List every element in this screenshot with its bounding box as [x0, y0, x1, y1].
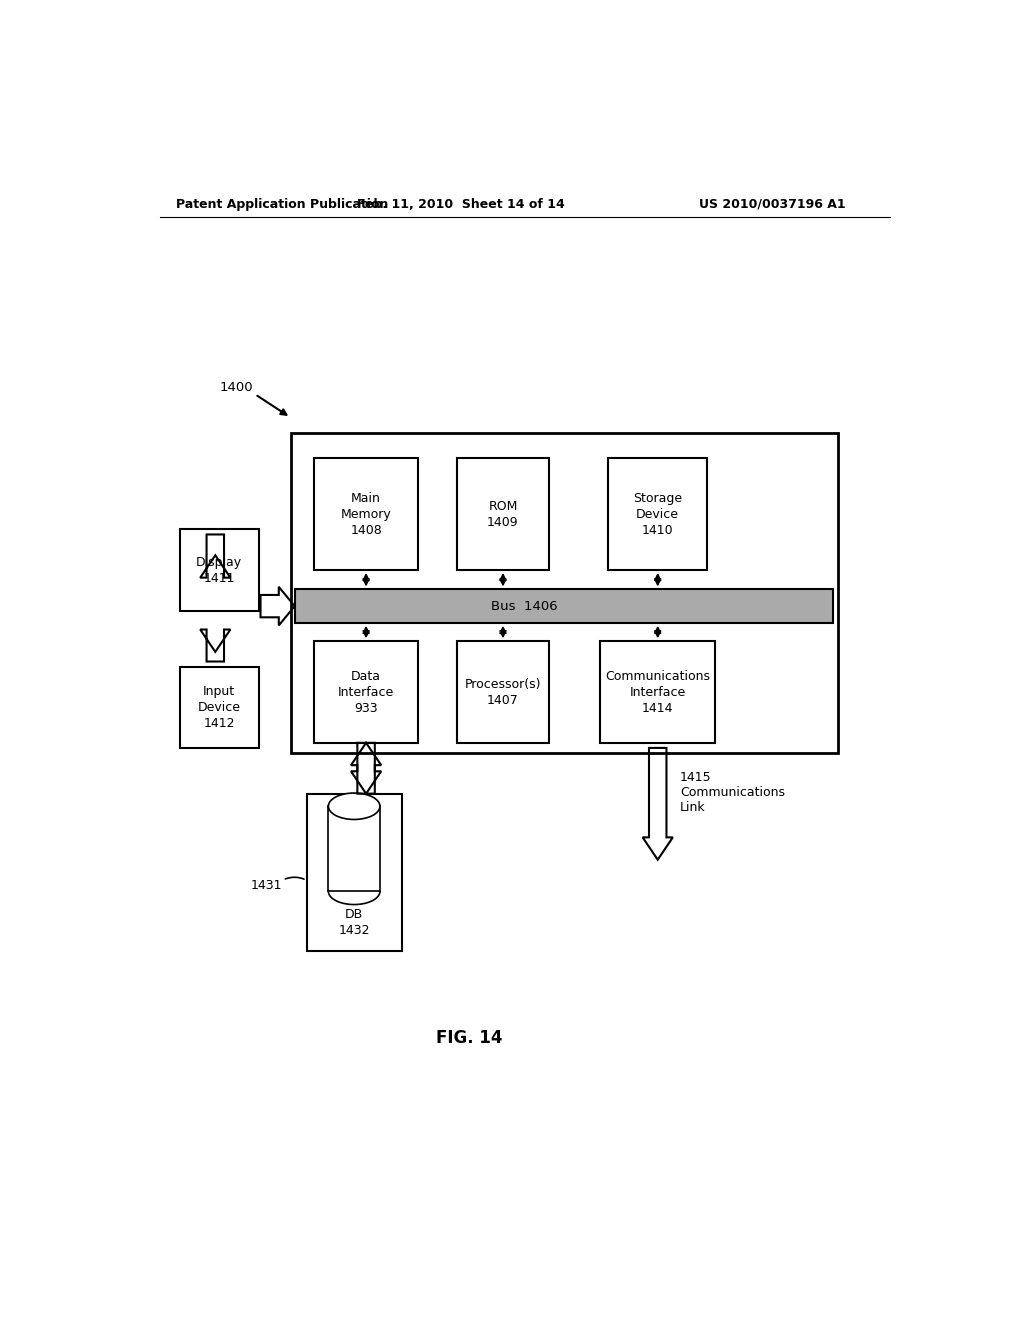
Text: 1415
Communications
Link: 1415 Communications Link — [680, 771, 785, 814]
Text: Main
Memory
1408: Main Memory 1408 — [341, 491, 391, 537]
Text: Feb. 11, 2010  Sheet 14 of 14: Feb. 11, 2010 Sheet 14 of 14 — [357, 198, 565, 211]
Bar — [329, 807, 380, 891]
Text: Storage
Device
1410: Storage Device 1410 — [633, 491, 682, 537]
Bar — [179, 529, 259, 611]
Text: FIG. 14: FIG. 14 — [436, 1028, 503, 1047]
Bar — [600, 642, 715, 743]
Text: Bus  1406: Bus 1406 — [492, 599, 558, 612]
Text: Input
Device
1412: Input Device 1412 — [198, 685, 241, 730]
Text: 1400: 1400 — [219, 380, 253, 393]
Text: Patent Application Publication: Patent Application Publication — [176, 198, 388, 211]
Bar — [458, 642, 549, 743]
Text: Communications
Interface
1414: Communications Interface 1414 — [605, 669, 711, 714]
Bar — [314, 642, 418, 743]
Bar — [306, 793, 401, 952]
Bar — [458, 458, 549, 570]
Bar — [608, 458, 708, 570]
Bar — [179, 667, 259, 748]
Text: Data
Interface
933: Data Interface 933 — [338, 669, 394, 714]
Bar — [314, 458, 418, 570]
Text: US 2010/0037196 A1: US 2010/0037196 A1 — [699, 198, 846, 211]
Bar — [295, 589, 833, 623]
Text: Processor(s)
1407: Processor(s) 1407 — [465, 677, 542, 706]
Text: ROM
1409: ROM 1409 — [487, 500, 519, 528]
Text: Display
1411: Display 1411 — [197, 556, 243, 585]
Text: 1431: 1431 — [251, 879, 283, 891]
Ellipse shape — [329, 793, 380, 820]
Bar — [291, 433, 839, 752]
Text: DB
1432: DB 1432 — [338, 908, 370, 937]
